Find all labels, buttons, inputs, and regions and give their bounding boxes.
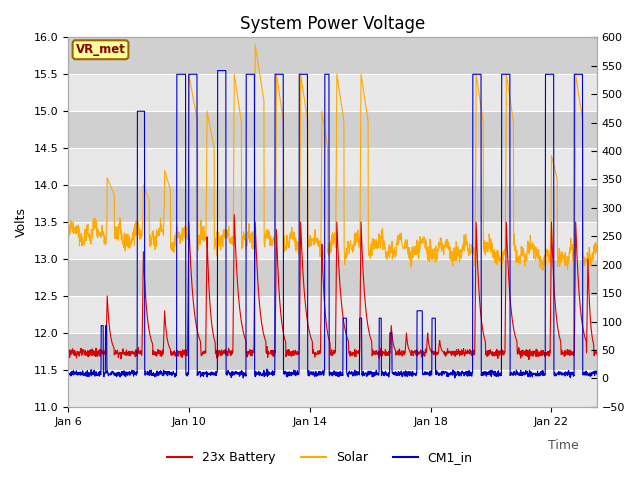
Bar (68, 185, 596, 222)
Solar (593, 248, 600, 254)
Line: CM1_in: CM1_in (68, 45, 612, 378)
23x Battery (92, 349, 100, 355)
Solar (493, 254, 500, 260)
Text: VR_met: VR_met (76, 43, 125, 56)
Solar (64, 238, 72, 244)
Solar (252, 42, 259, 48)
Solar (314, 237, 322, 243)
23x Battery (525, 357, 532, 362)
Bar (68, 74, 596, 111)
Solar (92, 225, 100, 230)
CM1_in (595, 42, 602, 48)
23x Battery (329, 352, 337, 358)
CM1_in (314, 371, 322, 376)
Bar (68, 333, 596, 370)
Bar (68, 370, 596, 407)
Bar (68, 148, 596, 185)
23x Battery (493, 353, 500, 359)
CM1_in (64, 372, 72, 377)
Bar (68, 259, 596, 296)
Line: 23x Battery: 23x Battery (68, 215, 612, 360)
Y-axis label: Volts: Volts (15, 207, 28, 237)
Line: Solar: Solar (68, 45, 612, 275)
CM1_in (328, 370, 336, 375)
23x Battery (314, 349, 322, 355)
CM1_in (593, 368, 600, 374)
Solar (605, 272, 612, 278)
Bar (68, 222, 596, 259)
Bar (68, 296, 596, 333)
23x Battery (64, 352, 72, 358)
CM1_in (493, 372, 500, 377)
Bar (68, 37, 596, 74)
Legend: 23x Battery, Solar, CM1_in: 23x Battery, Solar, CM1_in (163, 446, 477, 469)
23x Battery (593, 350, 600, 356)
Title: System Power Voltage: System Power Voltage (240, 15, 425, 33)
23x Battery (608, 350, 616, 356)
Bar (68, 111, 596, 148)
CM1_in (592, 370, 600, 375)
Solar (608, 255, 616, 261)
Solar (329, 233, 337, 239)
CM1_in (608, 371, 616, 376)
Text: Time: Time (548, 439, 579, 452)
23x Battery (230, 212, 238, 217)
23x Battery (593, 350, 600, 356)
CM1_in (451, 375, 459, 381)
Solar (592, 243, 600, 249)
CM1_in (92, 370, 100, 375)
